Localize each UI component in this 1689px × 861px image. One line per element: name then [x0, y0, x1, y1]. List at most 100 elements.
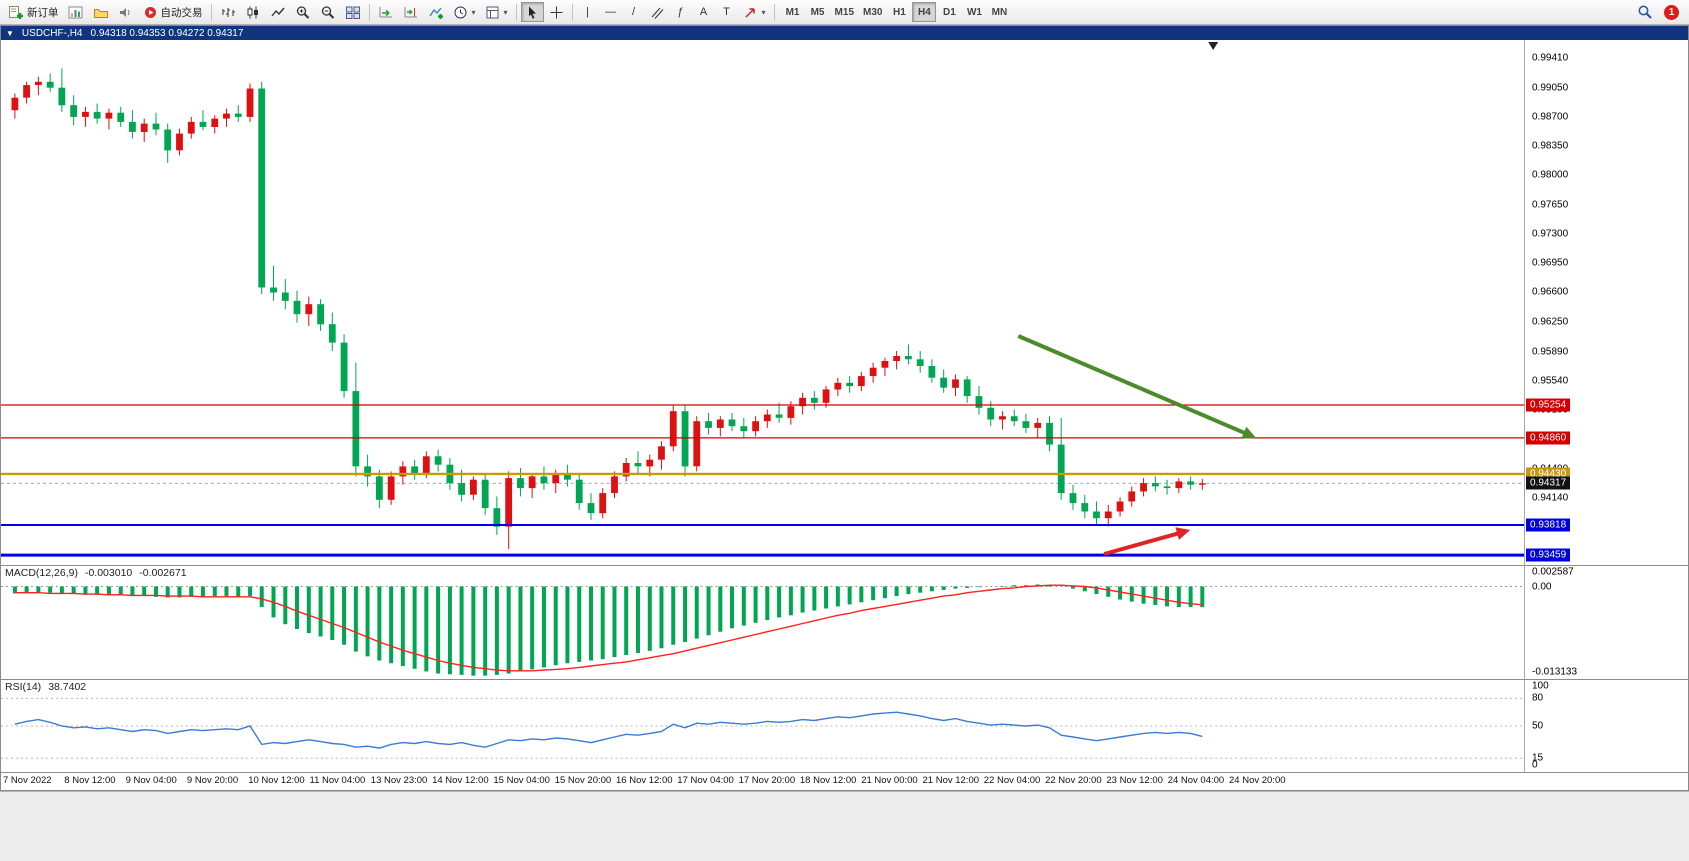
crosshair-tool-button[interactable]	[545, 2, 568, 22]
axis-tick: 0.99410	[1532, 52, 1569, 64]
autotrading-button[interactable]: 自动交易	[139, 2, 207, 22]
text-tool-button[interactable]: A	[693, 2, 715, 22]
autotrading-icon	[144, 6, 156, 18]
time-axis-label: 11 Nov 04:00	[309, 775, 366, 786]
time-axis-label: 24 Nov 20:00	[1229, 775, 1286, 786]
indicators-icon	[428, 7, 443, 19]
axis-tick: 0.96950	[1532, 257, 1569, 269]
time-axis-label: 22 Nov 04:00	[983, 775, 1041, 786]
macd-signal-value: -0.002671	[139, 567, 187, 579]
price-chart[interactable]	[1, 40, 1524, 565]
rsi-plot	[1, 697, 1524, 759]
macd-label: MACD(12,26,9)	[5, 567, 78, 579]
arrow-tool-icon	[745, 7, 755, 18]
templates-dropdown-button[interactable]: ▾	[481, 2, 512, 22]
chart-shift-icon	[404, 6, 417, 17]
search-button[interactable]	[1633, 2, 1657, 22]
charts-window-button[interactable]	[64, 2, 88, 22]
candlestick-chart-button[interactable]	[241, 2, 265, 22]
chevron-down-icon[interactable]: ▼	[6, 28, 14, 38]
indicators-button[interactable]	[424, 2, 448, 22]
time-axis[interactable]: 7 Nov 2022 8 Nov 12:00 9 Nov 04:00 9 Nov 20…	[1, 772, 1688, 790]
axis-tick: -0.013133	[1532, 666, 1578, 678]
horizontal-line-tool-button[interactable]: —	[600, 2, 622, 22]
macd-label-row: MACD(12,26,9) -0.003010 -0.002671	[5, 567, 187, 579]
timeframe-h4-button[interactable]: H4	[912, 2, 937, 22]
time-axis-label: 7 Nov 2022	[3, 775, 52, 786]
rsi-axis: 100 80 50 15 0	[1524, 680, 1688, 772]
crosshair-icon	[550, 6, 563, 18]
toolbar-separator	[210, 3, 212, 21]
zoom-out-icon	[321, 5, 334, 19]
trendline-icon: /	[632, 5, 636, 18]
line-chart-button[interactable]	[266, 2, 290, 22]
timeframe-m5-button[interactable]: M5	[806, 2, 830, 22]
auto-scroll-button[interactable]	[374, 2, 398, 22]
label-tool-button[interactable]: T	[716, 2, 738, 22]
candlestick-plot	[1, 42, 1524, 557]
line-chart-icon	[270, 7, 285, 16]
rsi-label-row: RSI(14) 38.7402	[5, 681, 86, 693]
notification-count: 1	[1668, 6, 1675, 18]
arrows-tool-button[interactable]: ▾	[739, 2, 770, 22]
timeframe-h1-button[interactable]: H1	[887, 2, 911, 22]
auto-scroll-icon	[379, 6, 392, 17]
chart-titlebar[interactable]: ▼ USDCHF-,H4 0.94318 0.94353 0.94272 0.9…	[1, 26, 1688, 40]
axis-tick: 0.95540	[1532, 375, 1569, 387]
price-axis[interactable]: 0.99410 0.99050 0.98700 0.98350 0.98000 0.976…	[1524, 40, 1688, 565]
fibonacci-tool-button[interactable]: ƒ	[670, 2, 692, 22]
axis-tick: 0	[1532, 759, 1538, 771]
time-axis-label: 22 Nov 20:00	[1045, 775, 1102, 786]
macd-panel[interactable]: MACD(12,26,9) -0.003010 -0.002671	[1, 566, 1524, 679]
timeframe-w1-button[interactable]: W1	[962, 2, 986, 22]
time-axis-label: 21 Nov 12:00	[922, 775, 980, 786]
profiles-button[interactable]	[89, 2, 113, 22]
cursor-icon	[528, 6, 536, 19]
axis-tick: 50	[1532, 720, 1544, 732]
chart-title: USDCHF-,H4	[21, 27, 83, 39]
time-axis-label: 24 Nov 04:00	[1167, 775, 1225, 786]
autotrading-label: 自动交易	[160, 6, 203, 19]
rsi-panel[interactable]: RSI(14) 38.7402	[1, 680, 1524, 772]
notification-badge[interactable]: 1	[1664, 4, 1679, 20]
vertical-line-tool-button[interactable]: |	[577, 2, 599, 22]
timeframe-m1-button[interactable]: M1	[781, 2, 805, 22]
axis-tick: 15	[1532, 752, 1544, 764]
zoom-in-button[interactable]	[291, 2, 315, 22]
alerts-button[interactable]	[114, 2, 138, 22]
chart-window-icon	[68, 6, 82, 18]
toolbar-separator	[571, 3, 573, 21]
new-order-button[interactable]: 新订单	[4, 2, 63, 22]
zoom-out-button[interactable]	[316, 2, 340, 22]
search-icon	[1638, 5, 1652, 19]
chevron-down-icon: ▾	[471, 7, 476, 17]
chart-shift-button[interactable]	[399, 2, 423, 22]
chevron-down-icon: ▾	[503, 7, 508, 17]
timeframe-toolbar: M1 M5 M15 M30 H1 H4 D1 W1 MN	[781, 2, 1012, 22]
time-axis-label: 18 Nov 12:00	[799, 775, 857, 786]
timeframe-mn-button[interactable]: MN	[987, 2, 1011, 22]
trendline-tool-button[interactable]: /	[623, 2, 645, 22]
price-tag: 0.93818	[1526, 518, 1571, 532]
bar-chart-button[interactable]	[216, 2, 240, 22]
price-tag: 0.94860	[1526, 431, 1571, 445]
axis-tick: 0.99050	[1532, 82, 1569, 94]
toolbar-separator	[368, 3, 370, 21]
channel-tool-button[interactable]	[646, 2, 669, 22]
template-icon	[486, 6, 499, 18]
cursor-tool-button[interactable]	[520, 2, 544, 22]
fibonacci-icon: ƒ	[677, 5, 684, 18]
channel-icon	[651, 7, 663, 19]
price-tag: 0.94317	[1526, 476, 1571, 490]
tile-windows-button[interactable]	[341, 2, 365, 22]
timeframe-m30-button[interactable]: M30	[859, 2, 886, 22]
time-axis-label: 16 Nov 12:00	[616, 775, 673, 786]
price-tag: 0.93459	[1526, 548, 1571, 562]
time-axis-label: 10 Nov 12:00	[248, 775, 305, 786]
axis-tick: 0.97650	[1532, 199, 1569, 211]
timeframe-m15-button[interactable]: M15	[831, 2, 858, 22]
axis-tick: 0.95890	[1532, 346, 1569, 358]
periods-dropdown-button[interactable]: ▾	[449, 2, 480, 22]
timeframe-d1-button[interactable]: D1	[937, 2, 961, 22]
